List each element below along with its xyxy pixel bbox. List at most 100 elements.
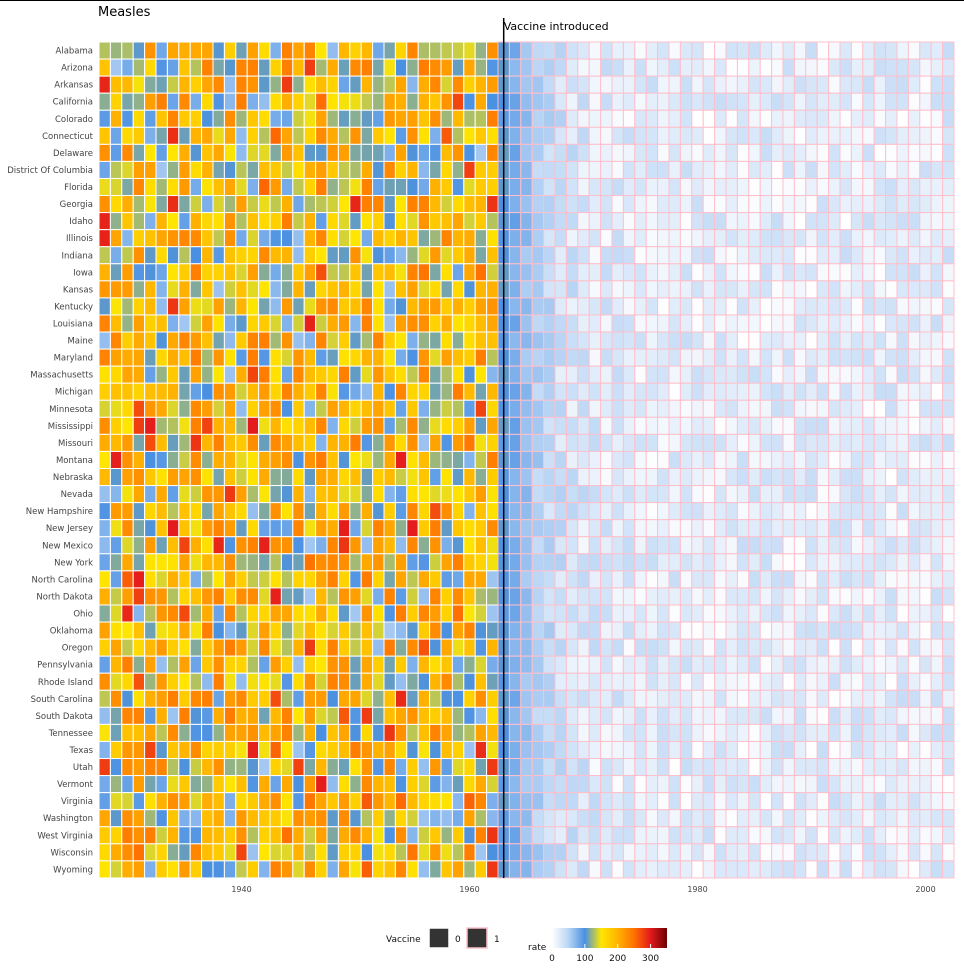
heatmap-cell xyxy=(383,689,396,708)
heatmap-cell xyxy=(201,399,214,418)
heatmap-cell xyxy=(759,706,773,725)
heatmap-cell xyxy=(520,348,533,367)
heatmap-cell xyxy=(178,740,191,760)
heatmap-cell xyxy=(679,109,693,128)
heatmap-cell xyxy=(850,723,864,742)
heatmap-cell xyxy=(360,365,374,384)
heatmap-cell xyxy=(816,792,830,811)
heatmap-cell xyxy=(406,212,419,231)
heatmap-cell xyxy=(805,143,818,162)
heatmap-cell xyxy=(543,826,556,845)
heatmap-cell xyxy=(440,229,453,248)
heatmap-cell xyxy=(771,126,784,145)
heatmap-cell xyxy=(292,246,305,265)
heatmap-cell xyxy=(520,399,533,418)
heatmap-cell xyxy=(748,229,761,248)
heatmap-cell xyxy=(600,723,613,742)
heatmap-cell xyxy=(394,706,408,725)
heatmap-cell xyxy=(543,109,556,128)
heatmap-cell xyxy=(702,416,716,435)
heatmap-cell xyxy=(725,860,738,879)
heatmap-cell xyxy=(406,706,419,725)
heatmap-cell xyxy=(440,740,453,760)
heatmap-cell xyxy=(930,809,944,828)
heatmap-cell xyxy=(178,348,191,367)
heatmap-cell xyxy=(714,229,727,248)
heatmap-cell xyxy=(189,450,203,470)
heatmap-cell xyxy=(668,126,681,145)
heatmap-cell xyxy=(839,672,852,691)
heatmap-cell xyxy=(474,621,488,640)
heatmap-cell xyxy=(805,536,818,555)
heatmap-cell xyxy=(235,604,248,623)
heatmap-cell xyxy=(748,587,761,606)
heatmap-cell xyxy=(793,92,807,111)
heatmap-cell xyxy=(565,672,579,691)
heatmap-cell xyxy=(406,604,419,623)
heatmap-cell xyxy=(907,450,921,470)
heatmap-cell xyxy=(679,672,693,691)
heatmap-cell xyxy=(235,485,248,504)
heatmap-cell xyxy=(611,314,624,333)
heatmap-cell xyxy=(702,587,716,606)
heatmap-cell xyxy=(178,655,191,674)
heatmap-cell xyxy=(440,75,453,94)
heatmap-cell xyxy=(280,809,294,828)
heatmap-cell xyxy=(178,177,191,197)
heatmap-cell xyxy=(303,723,317,742)
heatmap-cell xyxy=(246,706,260,725)
heatmap-cell xyxy=(611,775,624,794)
heatmap-cell xyxy=(508,621,522,640)
heatmap-cell xyxy=(178,553,191,572)
heatmap-cell xyxy=(862,570,875,589)
heatmap-cell xyxy=(349,331,362,350)
heatmap-cell xyxy=(383,280,396,299)
heatmap-cell xyxy=(406,109,419,128)
heatmap-cell xyxy=(565,587,579,606)
heatmap-cell xyxy=(201,570,214,589)
heatmap-cell xyxy=(771,536,784,555)
heatmap-cell xyxy=(292,519,305,538)
heatmap-cell xyxy=(132,212,146,231)
heatmap-cell xyxy=(486,621,499,640)
vaccine-introduced-annotation: Vaccine introduced xyxy=(504,20,609,33)
heatmap-cell xyxy=(178,58,191,77)
heatmap-cell xyxy=(440,809,453,828)
heatmap-cell xyxy=(372,536,385,555)
heatmap-cell xyxy=(474,450,488,470)
heatmap-cell xyxy=(189,502,203,521)
heatmap-cell xyxy=(668,177,681,197)
heatmap-cell xyxy=(588,195,602,214)
heatmap-cell xyxy=(600,195,613,214)
heatmap-cell xyxy=(679,280,693,299)
heatmap-cell xyxy=(782,723,795,742)
heatmap-cell xyxy=(212,740,225,760)
heatmap-cell xyxy=(303,860,317,879)
heatmap-cell xyxy=(155,587,168,606)
heatmap-cell xyxy=(531,297,545,316)
heatmap-cell xyxy=(144,843,157,862)
heatmap-cell xyxy=(771,177,784,197)
heatmap-cell xyxy=(178,297,191,316)
heatmap-cell xyxy=(201,860,214,879)
heatmap-cell xyxy=(417,297,431,316)
heatmap-cell xyxy=(577,263,590,282)
heatmap-cell xyxy=(828,348,841,367)
heatmap-cell xyxy=(622,468,636,487)
heatmap-cell xyxy=(748,263,761,282)
heatmap-cell xyxy=(121,382,134,401)
heatmap-cell xyxy=(223,314,237,333)
heatmap-cell xyxy=(634,41,647,60)
heatmap-cell xyxy=(429,826,442,845)
heatmap-cell xyxy=(121,126,134,145)
heatmap-cell xyxy=(907,58,921,77)
heatmap-cell xyxy=(508,433,522,452)
heatmap-cell xyxy=(919,416,932,435)
heatmap-cell xyxy=(132,399,146,418)
heatmap-cell xyxy=(223,775,237,794)
vaccine-legend: Vaccine 0 1 xyxy=(386,927,500,949)
heatmap-cell xyxy=(850,689,864,708)
heatmap-cell xyxy=(372,860,385,879)
heatmap-cell xyxy=(907,826,921,845)
heatmap-cell xyxy=(463,638,476,657)
